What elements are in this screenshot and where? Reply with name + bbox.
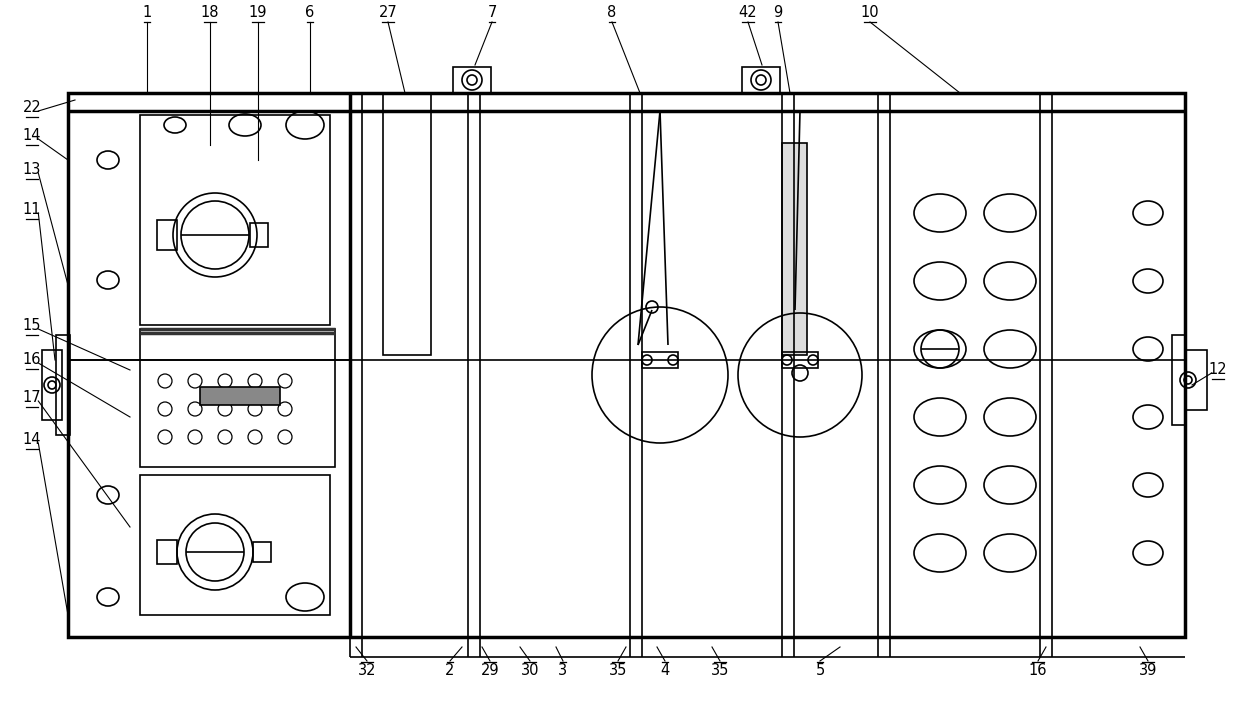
Bar — [68, 93, 1185, 637]
Text: 9: 9 — [774, 5, 782, 20]
Text: 19: 19 — [249, 5, 268, 20]
Text: 22: 22 — [22, 100, 41, 115]
Text: 16: 16 — [22, 352, 41, 367]
Text: 10: 10 — [861, 5, 879, 20]
Text: 39: 39 — [1138, 663, 1157, 678]
Text: 1: 1 — [143, 5, 151, 20]
Text: 5: 5 — [816, 663, 825, 678]
Text: 18: 18 — [201, 5, 219, 20]
Text: 30: 30 — [521, 663, 539, 678]
Text: 16: 16 — [1029, 663, 1048, 678]
Text: 6: 6 — [305, 5, 315, 20]
Bar — [1185, 350, 1207, 410]
Text: 35: 35 — [711, 663, 729, 678]
Text: 29: 29 — [481, 663, 500, 678]
Text: 3: 3 — [558, 663, 568, 678]
Bar — [782, 352, 818, 368]
Text: 15: 15 — [22, 318, 41, 333]
Bar — [253, 542, 272, 562]
Bar — [200, 387, 280, 405]
Bar — [157, 220, 177, 250]
Bar — [642, 352, 678, 368]
Text: 35: 35 — [609, 663, 627, 678]
Bar — [157, 540, 177, 564]
Bar — [742, 67, 780, 93]
Text: 13: 13 — [22, 162, 41, 177]
Bar — [782, 143, 807, 355]
Text: 14: 14 — [22, 432, 41, 447]
Bar — [383, 93, 432, 355]
Text: 14: 14 — [22, 128, 41, 143]
Text: 32: 32 — [358, 663, 376, 678]
Text: 4: 4 — [661, 663, 670, 678]
Text: 27: 27 — [378, 5, 397, 20]
Text: 17: 17 — [22, 390, 41, 405]
Text: 42: 42 — [739, 5, 758, 20]
Bar — [1172, 335, 1185, 425]
Bar — [140, 329, 335, 467]
Text: 7: 7 — [487, 5, 497, 20]
Bar — [453, 67, 491, 93]
Text: 12: 12 — [1209, 362, 1228, 377]
Bar — [140, 475, 330, 615]
Bar — [56, 335, 69, 435]
Text: 8: 8 — [608, 5, 616, 20]
Bar — [140, 115, 330, 325]
Text: 2: 2 — [445, 663, 455, 678]
Text: 11: 11 — [22, 202, 41, 217]
Bar — [250, 223, 268, 247]
Bar — [42, 350, 62, 420]
